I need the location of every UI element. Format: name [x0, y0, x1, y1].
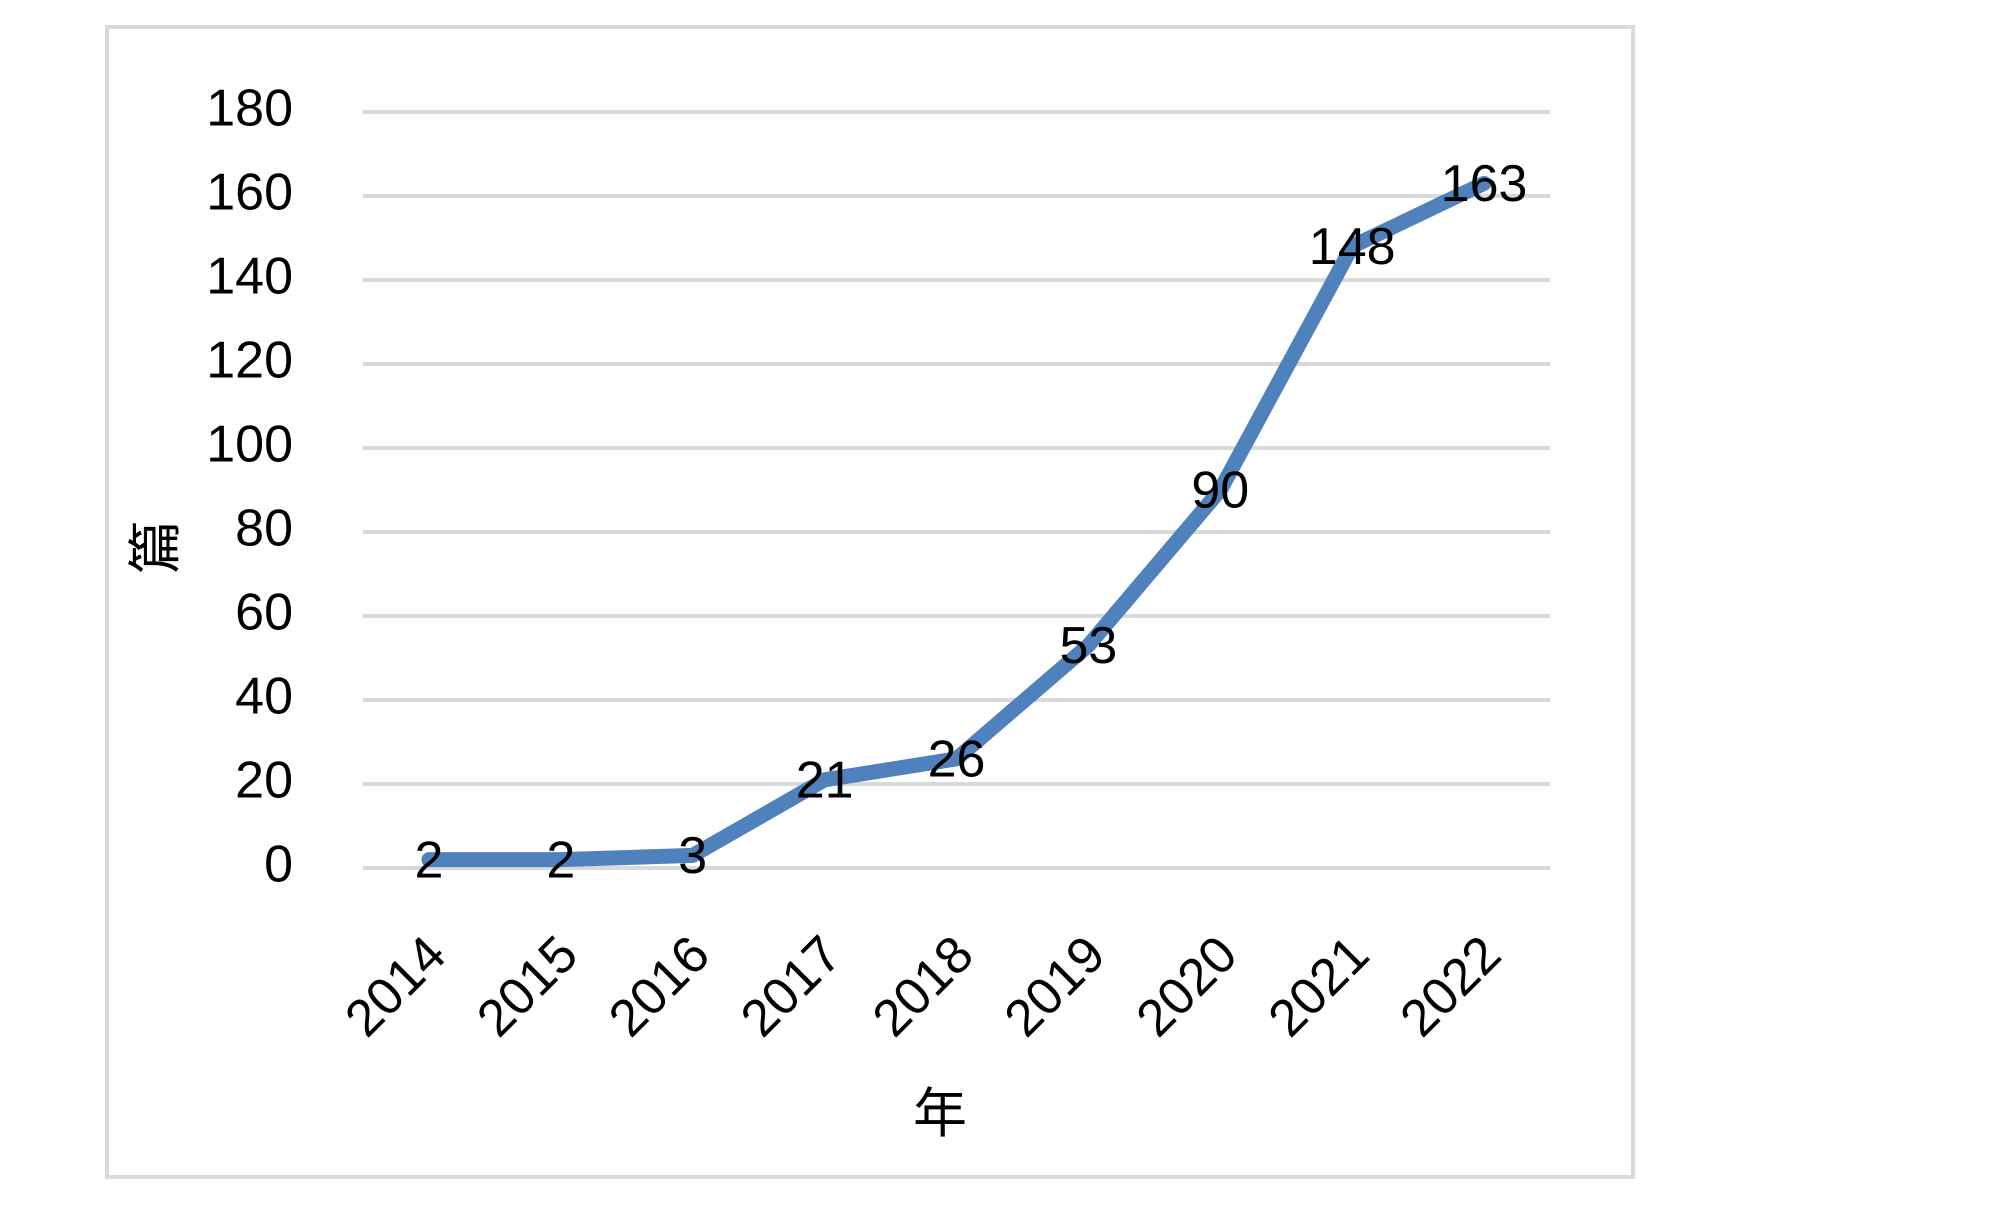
y-tick-label: 80 [235, 500, 293, 558]
y-tick-label: 60 [235, 584, 293, 642]
data-label: 21 [796, 752, 854, 810]
y-tick-label: 120 [206, 332, 293, 390]
chart-border [105, 25, 1635, 1179]
y-tick-label: 100 [206, 416, 293, 474]
y-axis-title: 篇 [124, 520, 187, 574]
data-label: 3 [678, 827, 707, 885]
line [421, 175, 1492, 868]
y-tick-label: 40 [235, 668, 293, 726]
data-label: 163 [1441, 155, 1528, 213]
y-tick-label: 180 [206, 80, 293, 138]
data-label: 2 [414, 831, 443, 889]
data-label: 53 [1059, 617, 1117, 675]
y-tick-label: 160 [206, 164, 293, 222]
data-label: 90 [1191, 462, 1249, 520]
x-axis-title: 年 [913, 1082, 967, 1145]
y-tick-label: 0 [264, 836, 293, 894]
y-tick-label: 20 [235, 752, 293, 810]
data-label: 148 [1309, 218, 1396, 276]
data-label: 26 [928, 731, 986, 789]
data-label: 2 [546, 831, 575, 889]
y-tick-label: 140 [206, 248, 293, 306]
